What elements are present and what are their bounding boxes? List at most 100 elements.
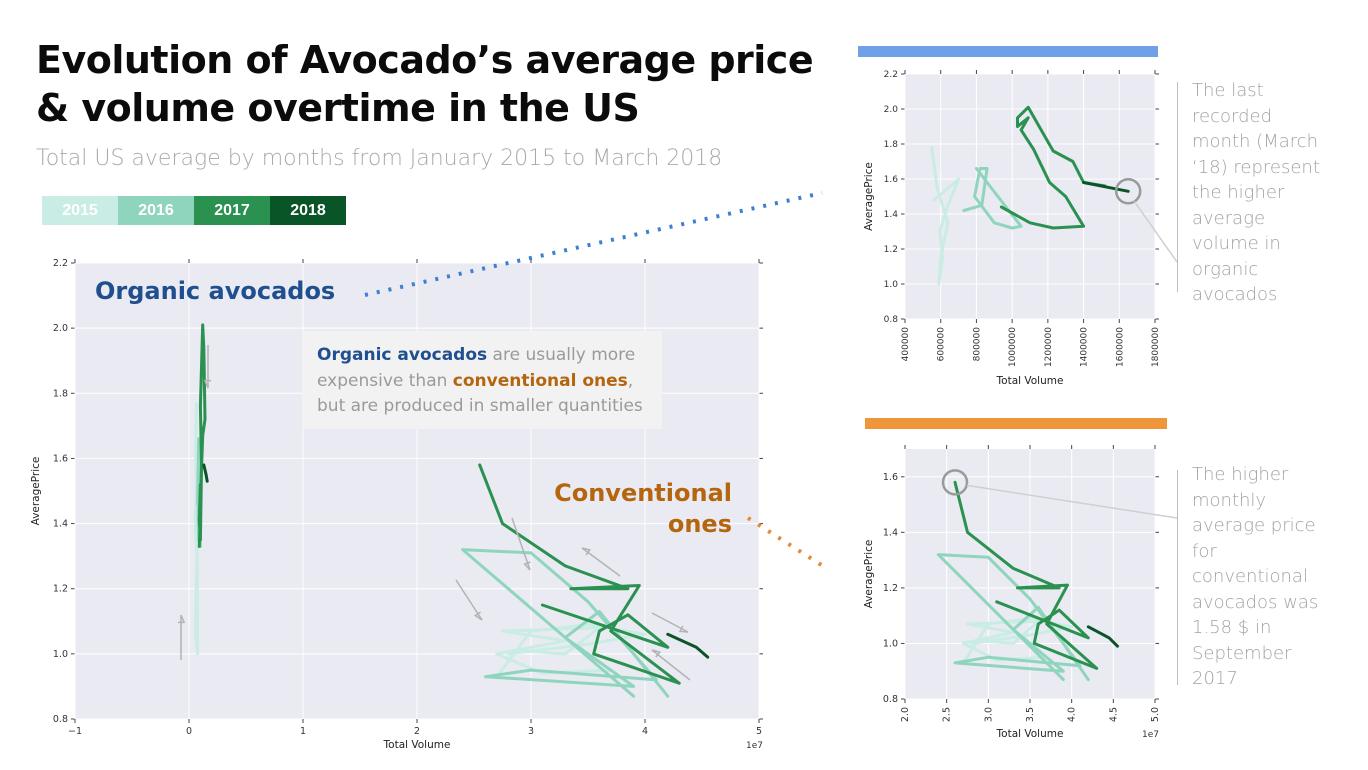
organic-leader-line [1133,200,1178,263]
y-tick-label: 1.2 [883,583,898,594]
y-tick-label: 1.6 [884,175,899,185]
x-tick-label: −1 [68,726,82,737]
x-tick-label: 5.0 [1150,707,1161,722]
conventional-connector [746,516,828,570]
series-line-2018 [666,632,710,659]
y-tick-label: 0.8 [53,714,68,725]
series-line-2016 [962,167,1023,230]
legend-2018: 2018 [270,196,346,225]
y-axis-label: AveragePrice [863,162,875,231]
direction-arrowhead [581,547,592,556]
y-tick-label: 1.0 [884,280,899,290]
x-tick-label: 3.5 [1025,707,1036,722]
x-tick-label: 4.5 [1108,707,1119,722]
y-tick-label: 1.6 [53,453,68,464]
y-tick-label: 2.2 [53,258,68,269]
x-axis-label: Total Volume [996,375,1064,387]
y-tick-label: 1.2 [884,245,898,255]
x-multiplier-label: 1e7 [1142,730,1159,740]
x-tick-label: 1800000 [1151,327,1161,367]
highlight-circle [941,469,969,496]
series-line-2016 [936,553,1090,682]
organic-header-bar [858,46,1158,57]
series-line-2018 [1082,181,1130,193]
y-tick-label: 2.0 [884,105,899,115]
x-tick-label: 4.0 [1067,707,1078,722]
organic-note-divider [1177,82,1178,292]
conventional-side-note: The higher monthly average price for con… [1192,464,1319,689]
note-text-2: , but are produced in smaller quantities [317,370,643,417]
series-line-2015 [495,623,647,679]
chart-organic: 0.8 1.0 1.2 1.4 1.6 1.8 2.0 2.2 400000 600000 8000… [863,70,1161,387]
x-tick-label: 3 [528,726,534,737]
year-legend: 2015 2016 2017 2018 [42,196,346,225]
series-line-2015 [930,146,961,286]
y-axis-label: AveragePrice [863,540,875,609]
y-tick-label: 1.8 [53,388,68,399]
series-line-2017 [478,463,681,685]
legend-2016: 2016 [118,196,194,225]
series-line-2016 [461,548,670,698]
y-tick-label: 1.0 [883,638,898,649]
legend-2017: 2017 [194,196,270,225]
y-tick-label: 2.2 [884,70,898,80]
x-tick-label: 5 [756,726,762,737]
x-tick-label: 4 [642,726,648,737]
conventional-note-divider [1177,470,1178,685]
note-conventional: conventional ones [452,370,628,391]
y-tick-label: 0.8 [884,315,899,325]
direction-arrowhead [651,649,662,658]
direction-arrowhead [203,379,212,389]
conventional-leader-line [966,484,1178,519]
x-tick-label: 1400000 [1080,327,1090,367]
y-tick-label: 1.4 [883,527,898,538]
x-tick-label: 1 [300,726,306,737]
organic-label: Organic avocados [95,277,336,305]
series-line-2018 [1086,625,1119,648]
series-line-2017 [197,323,207,548]
series-line-2017 [953,480,1099,670]
direction-arrow [511,517,531,571]
direction-arrowhead [678,625,689,633]
y-tick-label: 1.0 [53,649,68,660]
x-axis-label: Total Volume [996,728,1064,740]
y-tick-label: 1.8 [884,140,899,150]
x-multiplier-label: 1e7 [746,741,763,751]
x-tick-label: 2.0 [900,707,911,722]
organic-side-note: The last recorded month (March ‘18) repr… [1192,80,1320,305]
x-tick-label: 3.0 [983,707,994,722]
x-axis-label: Total Volume [383,739,451,751]
direction-arrowhead [474,611,483,621]
y-tick-label: 1.4 [884,210,899,220]
conventional-header-bar [865,418,1167,429]
y-tick-label: 1.4 [53,519,68,530]
series-line-2015 [961,616,1074,665]
x-tick-label: 400000 [901,327,911,362]
series-line-2015 [193,401,200,656]
conventional-label: Conventional ones [554,479,732,538]
highlight-circle [1114,178,1142,205]
series-line-2017 [999,105,1107,230]
direction-arrowhead [523,561,531,571]
x-tick-label: 800000 [972,327,982,362]
page-title: Evolution of Avocado’s average price & v… [36,38,814,130]
y-tick-label: 0.8 [883,694,898,705]
direction-arrowhead [177,614,186,624]
x-tick-label: 2.5 [942,707,953,722]
x-tick-label: 1600000 [1115,327,1125,367]
y-tick-label: 2.0 [53,323,68,334]
y-tick-label: 1.2 [53,584,68,595]
y-axis-label: AveragePrice [30,457,42,526]
x-tick-label: 1200000 [1044,327,1054,367]
plot-area [905,74,1155,319]
note-text-1: are usually more expensive than [317,345,636,391]
page-subtitle: Total US average by months from January … [36,146,723,171]
y-tick-label: 1.6 [883,472,898,483]
comparison-note: Organic avocados are usually more expens… [302,331,662,429]
x-tick-label: 0 [186,726,192,737]
legend-2015: 2015 [42,196,118,225]
x-tick-label: 2 [414,726,420,737]
note-organic: Organic avocados [317,345,488,365]
series-line-2018 [202,463,209,483]
